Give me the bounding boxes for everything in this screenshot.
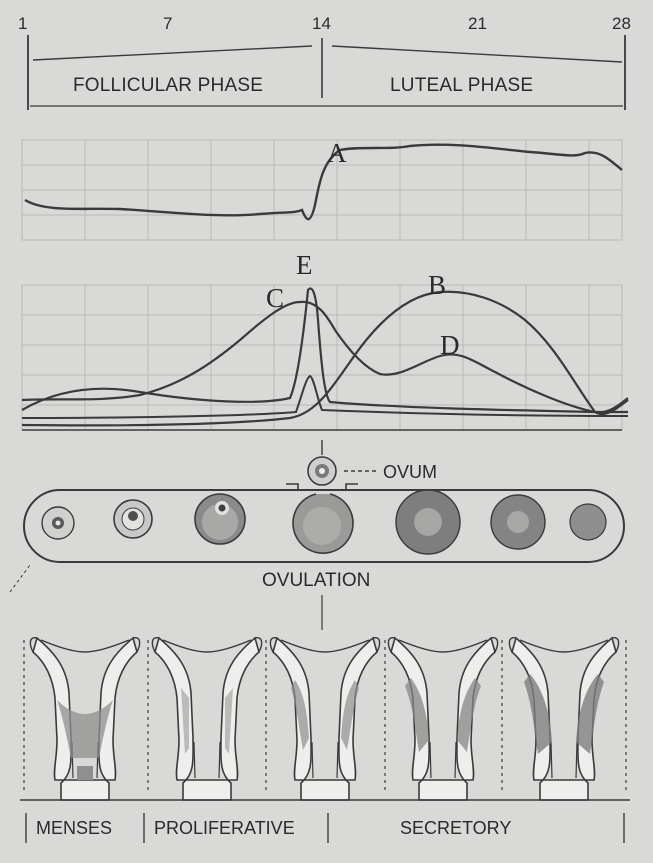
luteal-phase-label: LUTEAL PHASE — [390, 75, 534, 96]
uterus-secretory-2-icon — [508, 636, 620, 801]
curve-a — [24, 143, 623, 221]
uterus-secretory-1-icon — [387, 636, 499, 801]
ovum-label: OVUM — [383, 462, 437, 482]
uterus-menses-icon — [29, 636, 141, 801]
day-label-14: 14 — [312, 14, 331, 33]
proliferative-label: PROLIFERATIVE — [154, 818, 295, 838]
ovum-icon — [307, 456, 337, 486]
curve-e-label: E — [296, 250, 313, 280]
corpus-albicans-icon — [569, 503, 607, 541]
uterus-proliferative-1-icon — [151, 636, 263, 801]
secretory-label: SECRETORY — [400, 818, 512, 838]
curve-d-label: D — [440, 330, 460, 360]
follicle-3-icon — [194, 493, 246, 545]
day-label-28: 28 — [612, 14, 631, 33]
temperature-grid — [21, 139, 623, 241]
ruptured-follicle-icon — [292, 493, 354, 554]
day-label-21: 21 — [468, 14, 487, 33]
ovary-strip — [23, 470, 625, 563]
curve-b-label: B — [428, 270, 447, 300]
follicle-1-icon — [41, 506, 75, 540]
curve-c — [21, 300, 629, 414]
follicular-phase-label: FOLLICULAR PHASE — [73, 75, 264, 96]
menses-label: MENSES — [36, 818, 113, 838]
stage-bar — [20, 799, 630, 843]
corpus-luteum-1-icon — [395, 489, 461, 555]
phase-band — [27, 35, 626, 110]
hormone-grid — [21, 284, 623, 431]
corpus-luteum-2-icon — [490, 494, 546, 550]
curve-e — [21, 287, 628, 414]
curve-d — [21, 374, 629, 419]
curve-c-label: C — [266, 283, 285, 313]
ovulation-label: OVULATION — [262, 570, 371, 591]
follicle-2-icon — [113, 499, 153, 539]
uterus-proliferative-2-icon — [269, 636, 381, 801]
curve-a-label: A — [327, 138, 347, 168]
curve-b — [21, 290, 629, 427]
day-label-1: 1 — [18, 14, 28, 33]
day-label-7: 7 — [163, 14, 173, 33]
